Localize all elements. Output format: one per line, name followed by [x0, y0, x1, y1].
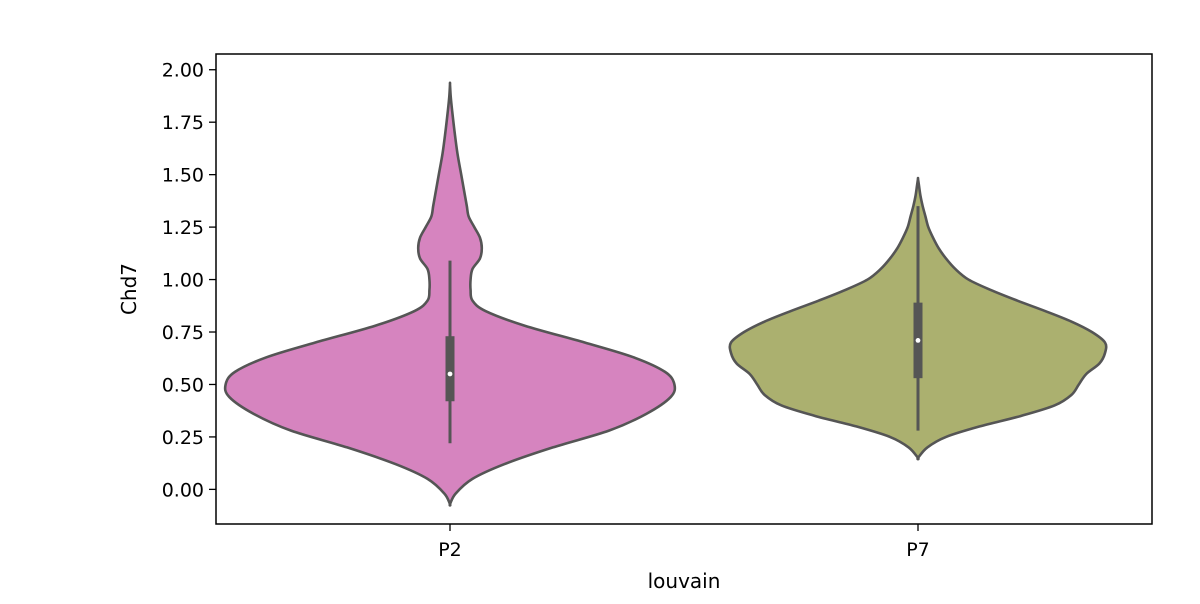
x-tick-label: P7 — [906, 539, 930, 561]
x-tick-label: P2 — [438, 539, 462, 561]
plot-frame — [215, 53, 1153, 525]
violin-median-point — [915, 338, 921, 343]
y-tick-label: 1.00 — [162, 270, 204, 292]
y-tick-label: 1.50 — [162, 165, 204, 187]
y-tick-label: 2.00 — [162, 60, 204, 82]
y-axis-label: Chd7 — [117, 263, 141, 315]
y-tick-label: 0.00 — [162, 479, 204, 501]
y-tick-label: 0.75 — [162, 322, 204, 344]
violin-p7 — [728, 176, 1108, 461]
y-tick-label: 1.75 — [162, 112, 204, 134]
y-tick-label: 1.25 — [162, 217, 204, 239]
y-axis: 0.00 0.25 0.50 0.75 1.00 1.25 1.50 1.75 2.00 — [162, 60, 216, 501]
violin-p2 — [223, 81, 677, 507]
x-axis: P2 P7 — [438, 524, 930, 561]
y-tick-label: 0.50 — [162, 374, 204, 396]
violin-median-point — [447, 371, 453, 377]
y-tick-label: 0.25 — [162, 427, 204, 449]
x-axis-label: louvain — [648, 569, 721, 593]
violin-iqr-box — [445, 336, 455, 402]
violin-layer — [223, 81, 1108, 507]
